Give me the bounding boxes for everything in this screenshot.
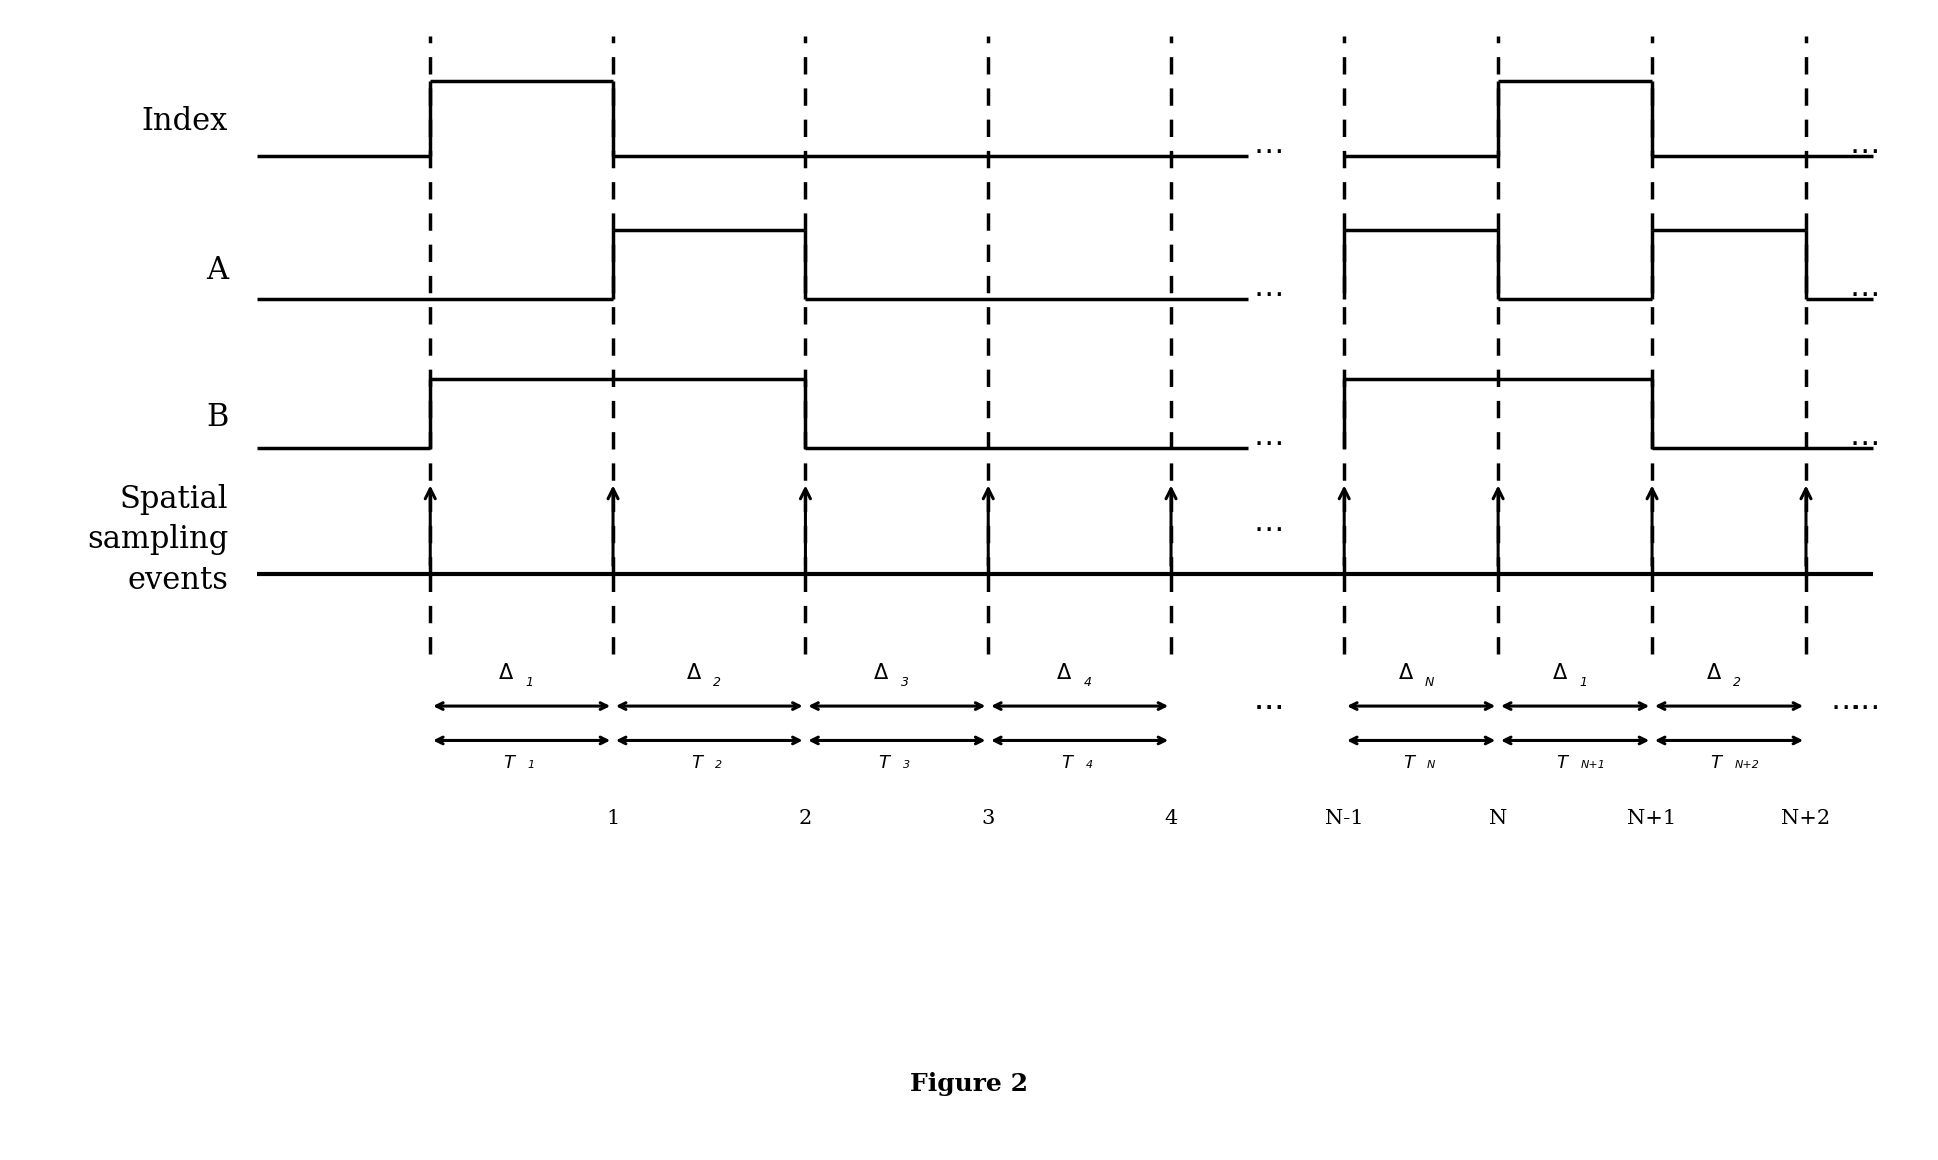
- Text: N: N: [1424, 676, 1434, 689]
- Text: $T$: $T$: [878, 754, 891, 773]
- Text: $\cdots$: $\cdots$: [1829, 690, 1859, 722]
- Text: N-1: N-1: [1326, 810, 1364, 828]
- Text: $\Delta$: $\Delta$: [498, 664, 514, 683]
- Text: N: N: [1426, 760, 1436, 770]
- Text: $\Delta$: $\Delta$: [1552, 664, 1568, 683]
- Text: $\cdots$: $\cdots$: [1252, 278, 1281, 309]
- Text: $\Delta$: $\Delta$: [1397, 664, 1415, 683]
- Text: 1: 1: [527, 760, 535, 770]
- Text: $\cdots$: $\cdots$: [1849, 278, 1878, 309]
- Text: $T$: $T$: [504, 754, 517, 773]
- Text: $\cdots$: $\cdots$: [1849, 427, 1878, 458]
- Text: 3: 3: [901, 676, 909, 689]
- Text: $\cdots$: $\cdots$: [1252, 513, 1281, 544]
- Text: Index: Index: [141, 106, 229, 137]
- Text: $T$: $T$: [1711, 754, 1725, 773]
- Text: 2: 2: [715, 760, 723, 770]
- Text: N+2: N+2: [1781, 810, 1831, 828]
- Text: 2: 2: [1733, 676, 1740, 689]
- Text: $\cdots$: $\cdots$: [1252, 690, 1281, 722]
- Text: $\cdots$: $\cdots$: [1252, 135, 1281, 166]
- Text: $\Delta$: $\Delta$: [1705, 664, 1721, 683]
- Text: $T$: $T$: [690, 754, 705, 773]
- Text: Spatial
sampling
events: Spatial sampling events: [87, 484, 229, 596]
- Text: $\cdots$: $\cdots$: [1849, 690, 1878, 722]
- Text: 1: 1: [607, 810, 620, 828]
- Text: 3: 3: [903, 760, 909, 770]
- Text: $\cdots$: $\cdots$: [1252, 690, 1281, 722]
- Text: $\Delta$: $\Delta$: [686, 664, 702, 683]
- Text: N+2: N+2: [1735, 760, 1760, 770]
- Text: 4: 4: [1165, 810, 1178, 828]
- Text: 4: 4: [1083, 676, 1091, 689]
- Text: N: N: [1488, 810, 1508, 828]
- Text: N+1: N+1: [1581, 760, 1607, 770]
- Text: $T$: $T$: [1556, 754, 1570, 773]
- Text: 2: 2: [798, 810, 812, 828]
- Text: $\cdots$: $\cdots$: [1849, 135, 1878, 166]
- Text: B: B: [205, 401, 229, 433]
- Text: 1: 1: [525, 676, 533, 689]
- Text: $\Delta$: $\Delta$: [874, 664, 890, 683]
- Text: 2: 2: [713, 676, 721, 689]
- Text: $T$: $T$: [1060, 754, 1076, 773]
- Text: 3: 3: [981, 810, 994, 828]
- Text: A: A: [205, 255, 229, 287]
- Text: $T$: $T$: [1403, 754, 1417, 773]
- Text: 1: 1: [1579, 676, 1587, 689]
- Text: $\Delta$: $\Delta$: [1056, 664, 1072, 683]
- Text: Figure 2: Figure 2: [911, 1072, 1027, 1096]
- Text: N+1: N+1: [1628, 810, 1676, 828]
- Text: $\cdots$: $\cdots$: [1252, 427, 1281, 458]
- Text: 4: 4: [1085, 760, 1093, 770]
